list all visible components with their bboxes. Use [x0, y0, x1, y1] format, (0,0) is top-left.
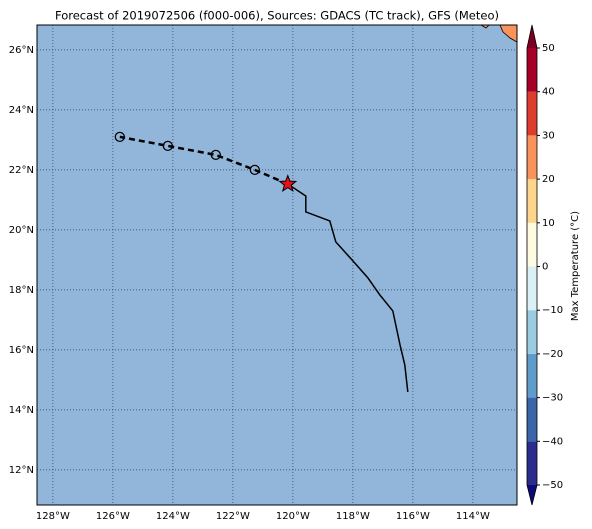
colorbar-tick-label: −20 — [542, 349, 563, 360]
colorbar-band — [527, 179, 537, 223]
y-tick-label: 26°N — [9, 45, 34, 56]
y-tick-label: 12°N — [9, 465, 34, 476]
title: Forecast of 2019072506 (f000-006), Sourc… — [55, 9, 499, 23]
current-position — [278, 174, 298, 193]
map-frame — [36, 24, 518, 506]
x-tick-label: 128°W — [36, 511, 70, 522]
forecast-point — [210, 149, 221, 161]
x-tick-label: 122°W — [216, 511, 250, 522]
colorbar-band — [527, 135, 537, 180]
x-tick-label: 120°W — [276, 511, 310, 522]
colorbar-tick-label: 0 — [542, 262, 548, 273]
colorbar-band — [527, 310, 537, 354]
y-tick-label: 14°N — [9, 405, 34, 416]
forecast-line — [119, 135, 289, 186]
colorbar-tick-label: −40 — [542, 436, 563, 447]
track-line — [287, 183, 409, 392]
colorbar-band — [527, 48, 537, 92]
colorbar-tick-label: −50 — [542, 480, 563, 491]
x-tick-label: 114°W — [456, 511, 490, 522]
colorbar-band — [527, 441, 537, 485]
x-tick-label: 124°W — [156, 511, 190, 522]
forecast-point — [162, 140, 173, 152]
colorbar-band — [527, 353, 537, 398]
x-tick-label: 126°W — [96, 511, 130, 522]
colorbar-band — [527, 397, 537, 442]
y-tick-label: 16°N — [9, 345, 34, 356]
x-tick-label: 116°W — [396, 511, 430, 522]
colorbar-tick-label: 40 — [542, 87, 555, 98]
colorbar-label: Max Temperature (°C) — [570, 211, 581, 321]
colorbar-band — [527, 222, 537, 267]
y-tick-label: 20°N — [9, 225, 34, 236]
forecast-point — [114, 131, 125, 143]
colorbar-tick-label: 20 — [542, 174, 555, 185]
colorbar-band — [527, 91, 537, 136]
y-tick-label: 24°N — [9, 105, 34, 116]
colorbar-tick-label: 30 — [542, 130, 555, 141]
y-tick-label: 18°N — [9, 285, 34, 296]
colorbar-over — [527, 25, 537, 48]
y-tick-label: 22°N — [9, 165, 34, 176]
colorbar-tick-label: 50 — [542, 43, 555, 54]
colorbar-tick-label: −30 — [542, 393, 563, 404]
ocean — [37, 25, 517, 505]
colorbar-tick-label: 10 — [542, 218, 555, 229]
colorbar-tick-label: −10 — [542, 305, 563, 316]
colorbar-band — [527, 266, 537, 311]
colorbar-under — [527, 485, 537, 505]
forecast-point — [249, 164, 260, 176]
x-tick-label: 118°W — [336, 511, 370, 522]
